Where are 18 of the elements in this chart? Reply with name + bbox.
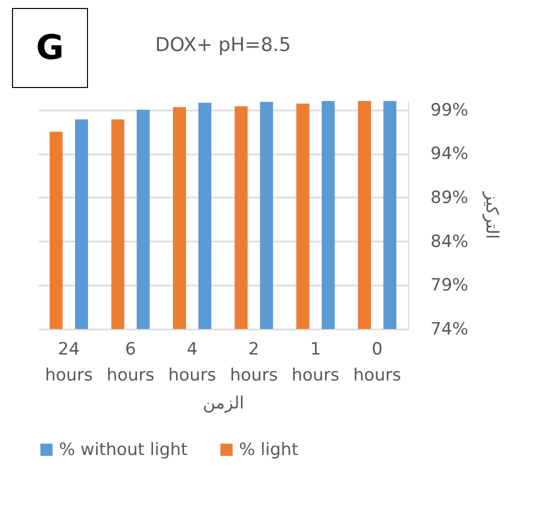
chart-title: DOX+ pH=8.5 xyxy=(155,34,291,56)
y-tick-label: 84% xyxy=(430,232,468,252)
y-axis-title: التركيز xyxy=(481,190,502,240)
y-tick-label: 99% xyxy=(430,100,468,120)
y-tick-label: 79% xyxy=(430,276,468,296)
y-tick-label: 94% xyxy=(430,144,468,164)
legend-label: % light xyxy=(239,440,299,460)
legend-label: % without light xyxy=(59,440,188,460)
x-tick-label: 4 hours xyxy=(168,340,216,386)
x-tick-label: 1 hours xyxy=(292,340,340,386)
text: G xyxy=(12,8,88,88)
x-axis-title: الزمن xyxy=(202,394,244,414)
y-tick-label: 89% xyxy=(430,188,468,208)
y-tick-label: 74% xyxy=(430,320,468,340)
x-tick-label: 0 hours xyxy=(353,340,402,386)
x-tick-label: 2 hours xyxy=(230,340,278,386)
x-tick-label: 24 hours xyxy=(44,340,93,386)
x-tick-label: 6 hours xyxy=(106,340,155,386)
